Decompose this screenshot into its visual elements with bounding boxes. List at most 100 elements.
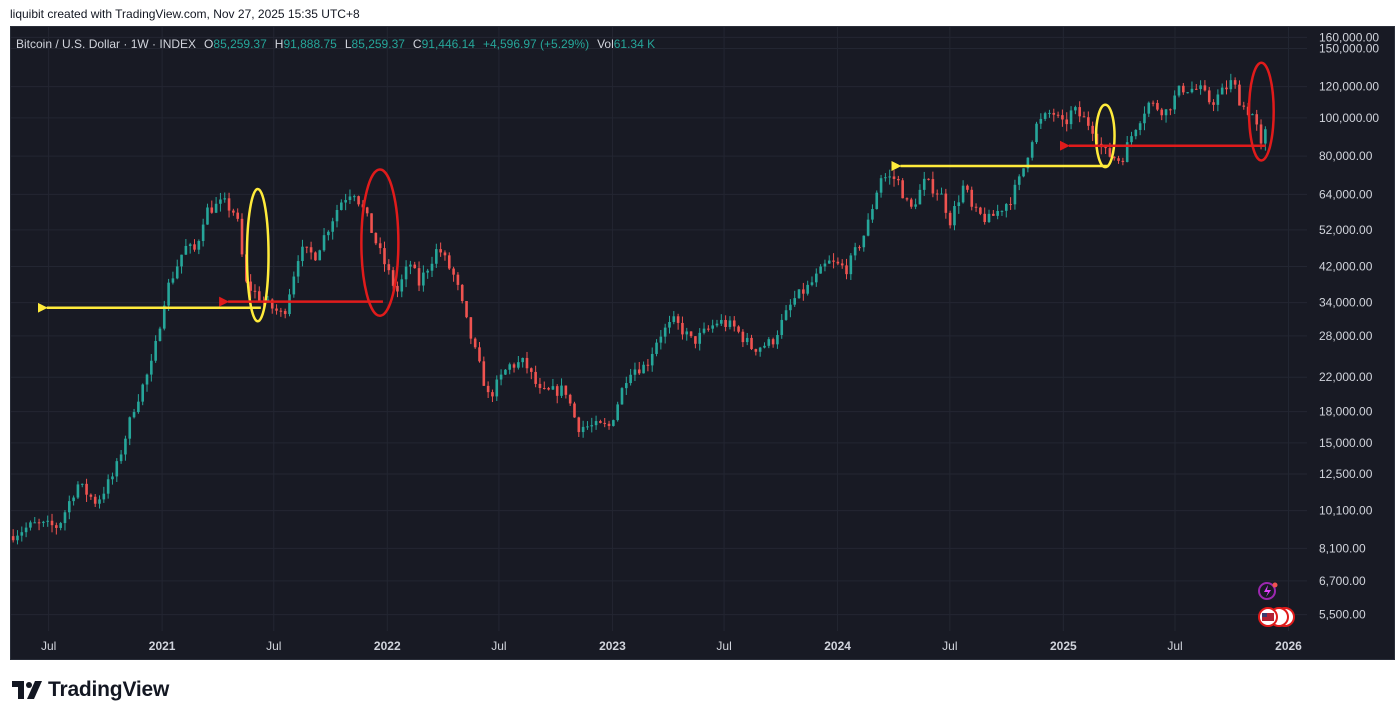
candle-up <box>348 196 352 201</box>
candle-down <box>707 328 710 330</box>
x-tick-label: Jul <box>942 639 957 653</box>
candle-down <box>737 326 740 332</box>
volume-label: Vol <box>597 37 614 51</box>
candle-up <box>98 499 101 504</box>
x-tick-label: Jul <box>1167 639 1182 653</box>
candle-down <box>396 285 399 292</box>
candle-down <box>909 199 913 207</box>
candle-up <box>400 279 404 292</box>
y-tick-label: 6,700.00 <box>1319 574 1366 588</box>
candle-down <box>370 213 373 233</box>
candle-down <box>1061 115 1064 120</box>
candle-up <box>171 278 175 283</box>
candle-up <box>495 379 499 397</box>
candle-down <box>948 212 952 226</box>
candle-up <box>404 266 408 280</box>
candle-down <box>391 270 395 286</box>
candle-up <box>67 501 71 513</box>
candle-up <box>789 304 792 311</box>
candle-up <box>301 246 304 262</box>
candle-up <box>128 417 132 439</box>
candle-up <box>663 327 667 337</box>
y-tick-label: 150,000.00 <box>1319 41 1379 55</box>
candle-down <box>974 206 978 208</box>
candle-up <box>1190 88 1194 93</box>
candle-up <box>206 207 209 225</box>
open-value: 85,259.37 <box>213 37 267 51</box>
candle-up <box>1125 142 1129 162</box>
candle-up <box>922 178 926 190</box>
candle-down <box>754 349 758 352</box>
candle-up <box>953 206 956 226</box>
candle-up <box>42 521 45 523</box>
y-tick-label: 28,000.00 <box>1319 329 1373 343</box>
candle-up <box>629 374 632 384</box>
tradingview-brand[interactable]: TradingView <box>12 678 169 702</box>
candle-up <box>137 401 140 413</box>
candle-up <box>650 353 654 366</box>
candle-up <box>162 305 166 329</box>
candle-up <box>1229 80 1233 90</box>
candle-down <box>1255 114 1259 125</box>
candle-down <box>1182 85 1185 93</box>
red-annotation-ellipse[interactable] <box>360 168 400 317</box>
chart-panel[interactable] <box>10 26 1395 660</box>
candle-down <box>1091 125 1094 134</box>
candle-down <box>1238 84 1241 106</box>
candle-down <box>443 252 447 256</box>
candle-down <box>676 316 680 323</box>
candle-down <box>564 385 568 395</box>
x-tick-label: Jul <box>266 639 281 653</box>
lightning-event-icon[interactable] <box>1258 582 1276 600</box>
candle-up <box>197 241 201 250</box>
candle-up <box>422 272 425 286</box>
candle-down <box>193 244 196 250</box>
candle-up <box>430 263 434 271</box>
candle-up <box>797 289 801 299</box>
ohlc-legend: Bitcoin / U.S. Dollar · 1W · INDEX O 85,2… <box>16 37 655 51</box>
candle-up <box>918 189 922 205</box>
candle-up <box>957 202 961 207</box>
candle-down <box>283 310 287 315</box>
candle-up <box>711 325 714 329</box>
candle-down <box>1009 204 1012 206</box>
candle-down <box>417 268 421 286</box>
candle-up <box>1013 184 1017 205</box>
candle-up <box>521 357 524 363</box>
candle-down <box>486 385 490 393</box>
candle-up <box>59 523 62 528</box>
candle-down <box>210 207 214 213</box>
candle-down <box>387 264 391 271</box>
red-annotation-ellipse[interactable] <box>1247 61 1275 162</box>
candle-up <box>46 520 50 522</box>
candle-up <box>288 294 291 315</box>
candle-down <box>512 364 516 368</box>
candle-down <box>456 274 460 285</box>
candle-down <box>240 218 244 255</box>
candle-up <box>961 185 965 203</box>
candle-up <box>581 426 585 433</box>
candle-up <box>875 192 879 210</box>
candle-up <box>20 532 24 536</box>
yellow-annotation-ellipse[interactable] <box>245 187 270 323</box>
candle-down <box>473 338 477 348</box>
yellow-annotation-ellipse[interactable] <box>1094 103 1116 169</box>
candle-down <box>1225 87 1228 90</box>
candle-down <box>897 178 900 181</box>
candle-up <box>16 535 19 541</box>
candle-down <box>607 423 611 426</box>
candle-down <box>314 252 317 261</box>
candle-up <box>594 421 598 426</box>
candle-up <box>827 260 831 264</box>
candle-up <box>1030 142 1034 158</box>
candle-up <box>1074 107 1077 111</box>
candle-up <box>940 193 943 195</box>
candle-up <box>335 209 339 222</box>
candle-up <box>76 484 80 498</box>
symbol-label[interactable]: Bitcoin / U.S. Dollar · 1W · INDEX <box>16 37 197 51</box>
candle-up <box>426 270 429 273</box>
candle-up <box>72 497 75 502</box>
y-tick-label: 18,000.00 <box>1319 405 1373 419</box>
candle-up <box>1138 123 1142 130</box>
